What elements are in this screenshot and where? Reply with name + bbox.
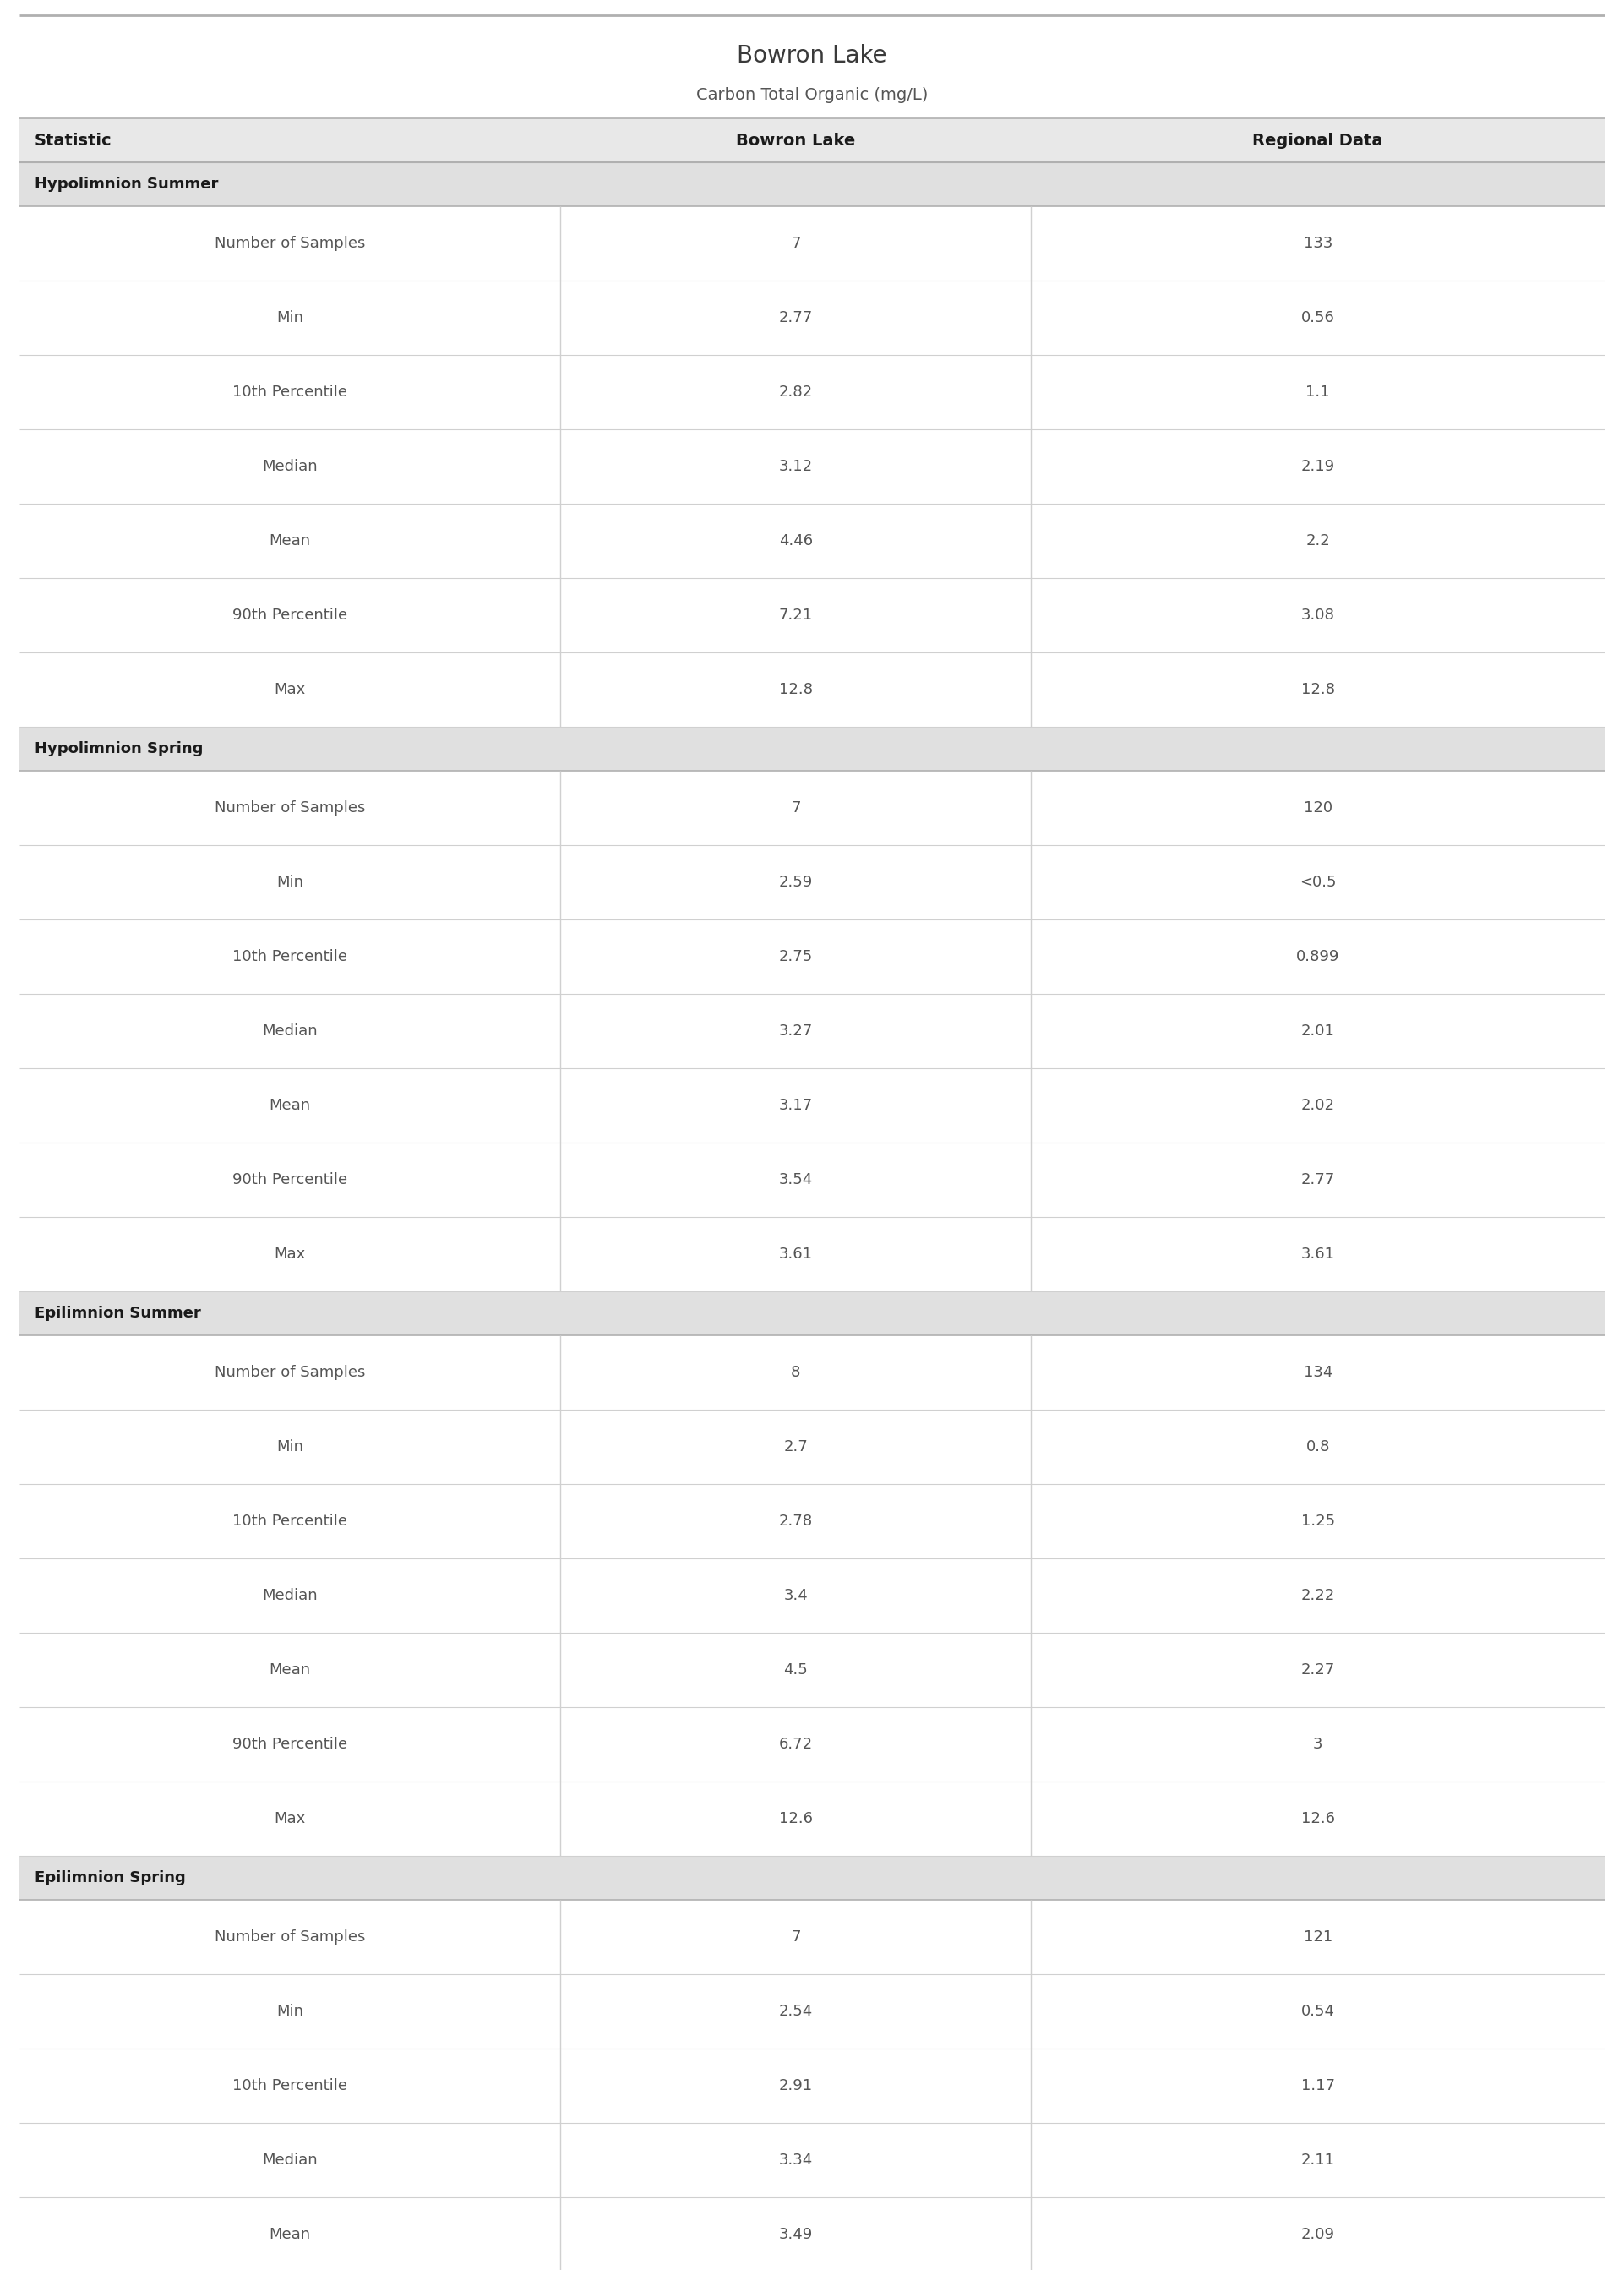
Text: 90th Percentile: 90th Percentile xyxy=(232,1171,348,1187)
Text: Regional Data: Regional Data xyxy=(1252,132,1384,148)
Text: 2.01: 2.01 xyxy=(1301,1024,1335,1040)
Text: Mean: Mean xyxy=(270,1099,310,1112)
Text: 133: 133 xyxy=(1304,236,1332,252)
Text: 134: 134 xyxy=(1304,1364,1332,1380)
Text: 2.78: 2.78 xyxy=(780,1514,812,1528)
Text: 120: 120 xyxy=(1304,801,1332,815)
Text: 2.77: 2.77 xyxy=(1301,1171,1335,1187)
Text: 2.11: 2.11 xyxy=(1301,2152,1335,2168)
Text: 3.61: 3.61 xyxy=(1301,1246,1335,1262)
Text: 10th Percentile: 10th Percentile xyxy=(232,1514,348,1528)
Text: Epilimnion Summer: Epilimnion Summer xyxy=(34,1305,201,1321)
Text: 2.91: 2.91 xyxy=(780,2077,812,2093)
Text: 3.12: 3.12 xyxy=(780,459,812,474)
Text: 1.25: 1.25 xyxy=(1301,1514,1335,1528)
Text: Mean: Mean xyxy=(270,2227,310,2243)
Text: 2.2: 2.2 xyxy=(1306,533,1330,549)
Text: <0.5: <0.5 xyxy=(1299,874,1337,890)
Text: 7: 7 xyxy=(791,801,801,815)
Text: 10th Percentile: 10th Percentile xyxy=(232,949,348,965)
Text: 3: 3 xyxy=(1314,1737,1322,1752)
Text: 121: 121 xyxy=(1304,1930,1332,1945)
Text: 12.8: 12.8 xyxy=(780,681,812,697)
Bar xyxy=(19,1292,1605,1335)
Text: Mean: Mean xyxy=(270,533,310,549)
Text: 2.02: 2.02 xyxy=(1301,1099,1335,1112)
Text: Min: Min xyxy=(276,2004,304,2018)
Text: Max: Max xyxy=(274,1811,305,1827)
Text: 1.1: 1.1 xyxy=(1306,384,1330,400)
Text: Bowron Lake: Bowron Lake xyxy=(737,43,887,68)
Text: 0.54: 0.54 xyxy=(1301,2004,1335,2018)
Text: 3.61: 3.61 xyxy=(780,1246,812,1262)
Text: Median: Median xyxy=(261,2152,318,2168)
Text: 1.17: 1.17 xyxy=(1301,2077,1335,2093)
Text: Statistic: Statistic xyxy=(34,132,112,148)
Text: Mean: Mean xyxy=(270,1662,310,1678)
Text: 3.49: 3.49 xyxy=(780,2227,812,2243)
Text: 12.6: 12.6 xyxy=(780,1811,812,1827)
Text: Carbon Total Organic (mg/L): Carbon Total Organic (mg/L) xyxy=(697,86,927,102)
Text: Min: Min xyxy=(276,874,304,890)
Text: Epilimnion Spring: Epilimnion Spring xyxy=(34,1870,185,1886)
Text: 2.22: 2.22 xyxy=(1301,1589,1335,1603)
Text: 2.75: 2.75 xyxy=(780,949,812,965)
Bar xyxy=(19,726,1605,772)
Text: 0.56: 0.56 xyxy=(1301,311,1335,325)
Text: Median: Median xyxy=(261,459,318,474)
Text: Bowron Lake: Bowron Lake xyxy=(736,132,856,148)
Text: 7: 7 xyxy=(791,236,801,252)
Text: 3.54: 3.54 xyxy=(780,1171,812,1187)
Bar xyxy=(19,161,1605,207)
Text: 2.19: 2.19 xyxy=(1301,459,1335,474)
Text: 90th Percentile: 90th Percentile xyxy=(232,1737,348,1752)
Text: 12.8: 12.8 xyxy=(1301,681,1335,697)
Text: 4.46: 4.46 xyxy=(780,533,812,549)
Text: Number of Samples: Number of Samples xyxy=(214,1364,365,1380)
Text: 3.08: 3.08 xyxy=(1301,608,1335,622)
Text: 10th Percentile: 10th Percentile xyxy=(232,384,348,400)
Text: 2.77: 2.77 xyxy=(780,311,812,325)
Text: Hypolimnion Summer: Hypolimnion Summer xyxy=(34,177,218,193)
Text: Number of Samples: Number of Samples xyxy=(214,801,365,815)
Text: Max: Max xyxy=(274,1246,305,1262)
Text: 2.09: 2.09 xyxy=(1301,2227,1335,2243)
Text: 2.27: 2.27 xyxy=(1301,1662,1335,1678)
Text: Max: Max xyxy=(274,681,305,697)
Text: 7: 7 xyxy=(791,1930,801,1945)
Bar xyxy=(19,1857,1605,1900)
Text: 3.4: 3.4 xyxy=(784,1589,807,1603)
Text: 8: 8 xyxy=(791,1364,801,1380)
Text: 7.21: 7.21 xyxy=(780,608,812,622)
Text: 0.8: 0.8 xyxy=(1306,1439,1330,1455)
Text: Median: Median xyxy=(261,1589,318,1603)
Text: 90th Percentile: 90th Percentile xyxy=(232,608,348,622)
Text: 3.17: 3.17 xyxy=(780,1099,812,1112)
Text: Min: Min xyxy=(276,311,304,325)
Text: 3.27: 3.27 xyxy=(780,1024,812,1040)
Text: 2.7: 2.7 xyxy=(784,1439,807,1455)
Text: 3.34: 3.34 xyxy=(780,2152,812,2168)
Text: 0.899: 0.899 xyxy=(1296,949,1340,965)
Text: 2.59: 2.59 xyxy=(780,874,812,890)
Bar xyxy=(19,118,1605,161)
Text: Number of Samples: Number of Samples xyxy=(214,1930,365,1945)
Text: Median: Median xyxy=(261,1024,318,1040)
Text: Number of Samples: Number of Samples xyxy=(214,236,365,252)
Text: 10th Percentile: 10th Percentile xyxy=(232,2077,348,2093)
Text: 12.6: 12.6 xyxy=(1301,1811,1335,1827)
Text: 2.54: 2.54 xyxy=(780,2004,812,2018)
Text: Hypolimnion Spring: Hypolimnion Spring xyxy=(34,742,203,756)
Text: 2.82: 2.82 xyxy=(780,384,812,400)
Text: 6.72: 6.72 xyxy=(780,1737,812,1752)
Text: Min: Min xyxy=(276,1439,304,1455)
Text: 4.5: 4.5 xyxy=(784,1662,807,1678)
